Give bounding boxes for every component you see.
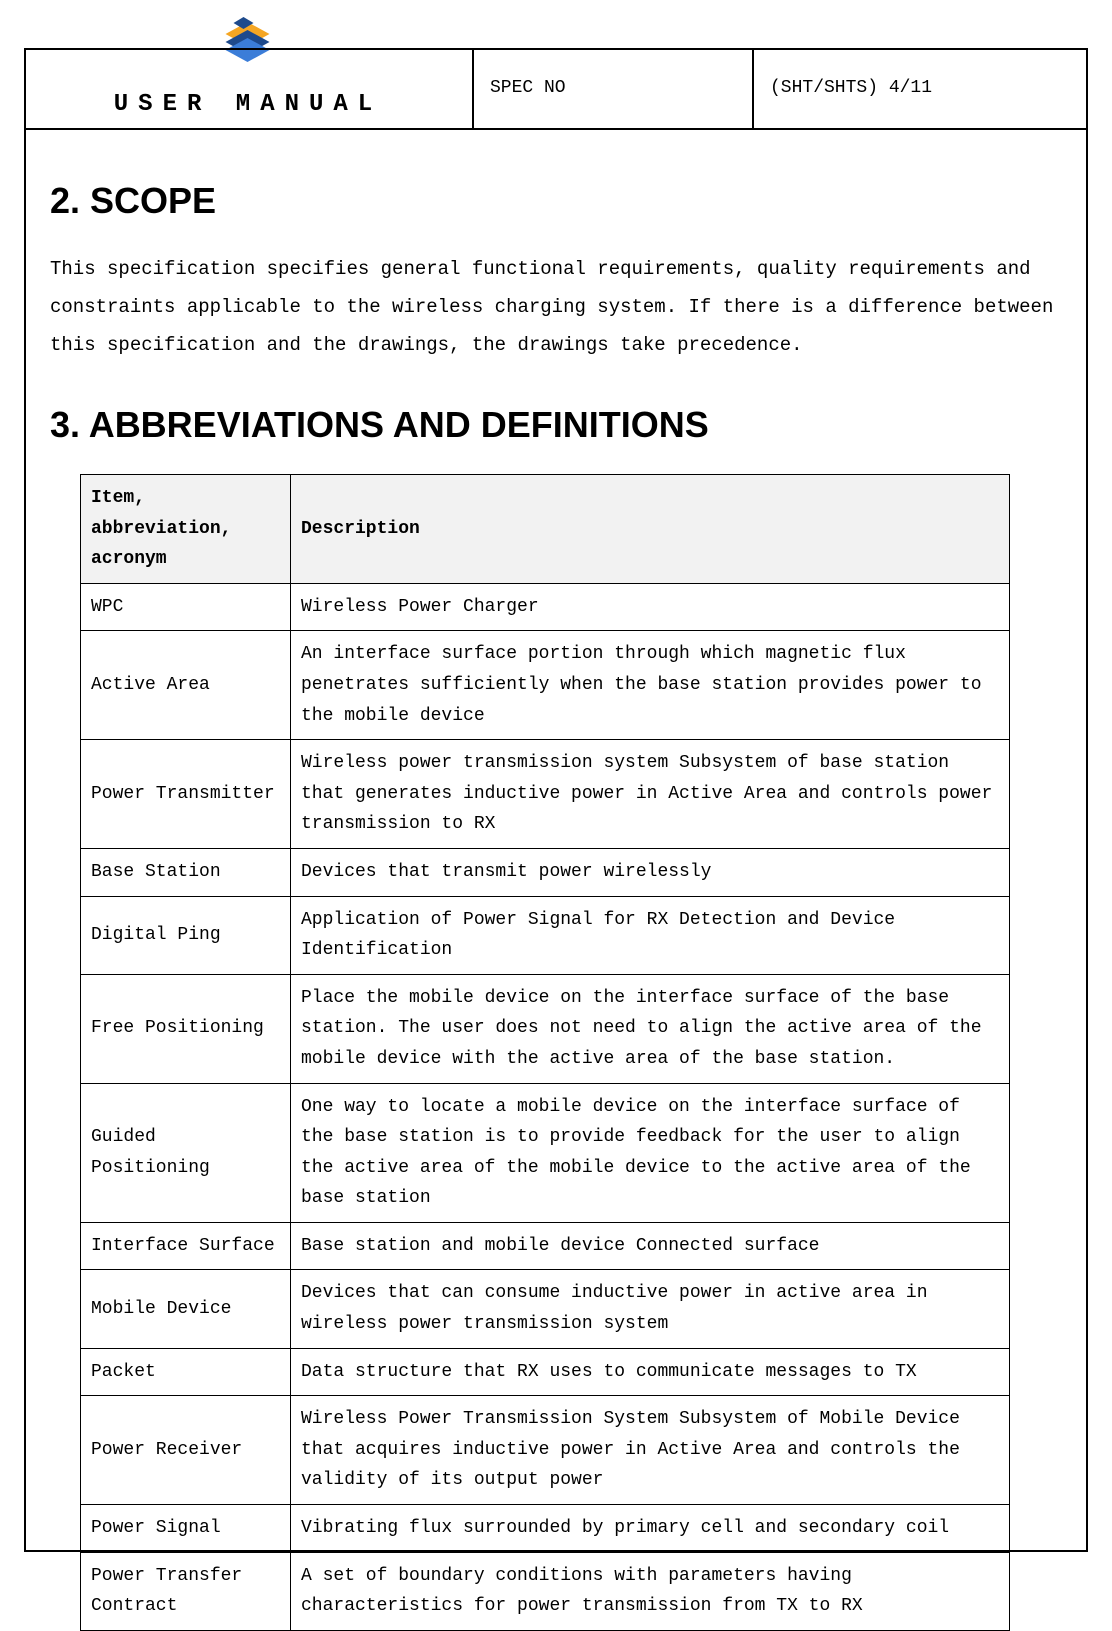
table-cell-item: Power Receiver	[81, 1396, 291, 1505]
table-cell-item: Mobile Device	[81, 1270, 291, 1348]
table-cell-desc: An interface surface portion through whi…	[291, 631, 1010, 740]
table-cell-item: WPC	[81, 583, 291, 631]
table-cell-desc: One way to locate a mobile device on the…	[291, 1083, 1010, 1222]
table-row: WPCWireless Power Charger	[81, 583, 1010, 631]
table-cell-item: Power Transfer Contract	[81, 1552, 291, 1630]
table-cell-item: Packet	[81, 1348, 291, 1396]
table-row: Free PositioningPlace the mobile device …	[81, 974, 1010, 1083]
table-row: Base StationDevices that transmit power …	[81, 848, 1010, 896]
table-cell-item: Guided Positioning	[81, 1083, 291, 1222]
table-col-description: Description	[291, 475, 1010, 584]
table-cell-item: Interface Surface	[81, 1222, 291, 1270]
table-row: Active AreaAn interface surface portion …	[81, 631, 1010, 740]
table-row: Power SignalVibrating flux surrounded by…	[81, 1505, 1010, 1553]
abbreviations-table: Item, abbreviation, acronym Description …	[80, 474, 1010, 1631]
table-row: Guided PositioningOne way to locate a mo…	[81, 1083, 1010, 1222]
table-cell-desc: Vibrating flux surrounded by primary cel…	[291, 1505, 1010, 1553]
table-cell-desc: Wireless Power Transmission System Subsy…	[291, 1396, 1010, 1505]
table-cell-item: Base Station	[81, 848, 291, 896]
page-content: 2. SCOPE This specification specifies ge…	[50, 160, 1062, 1631]
table-header-row: Item, abbreviation, acronym Description	[81, 475, 1010, 584]
table-row: Mobile DeviceDevices that can consume in…	[81, 1270, 1010, 1348]
abbrev-heading: 3. ABBREVIATIONS AND DEFINITIONS	[50, 404, 1062, 446]
table-cell-item: Power Transmitter	[81, 740, 291, 849]
table-cell-desc: Wireless Power Charger	[291, 583, 1010, 631]
table-cell-desc: Wireless power transmission system Subsy…	[291, 740, 1010, 849]
table-cell-desc: Place the mobile device on the interface…	[291, 974, 1010, 1083]
table-row: Power TransmitterWireless power transmis…	[81, 740, 1010, 849]
table-row: Power Transfer ContractA set of boundary…	[81, 1552, 1010, 1630]
table-cell-desc: Data structure that RX uses to communica…	[291, 1348, 1010, 1396]
table-row: Digital PingApplication of Power Signal …	[81, 896, 1010, 974]
table-row: PacketData structure that RX uses to com…	[81, 1348, 1010, 1396]
table-cell-desc: Application of Power Signal for RX Detec…	[291, 896, 1010, 974]
table-cell-desc: Base station and mobile device Connected…	[291, 1222, 1010, 1270]
scope-heading: 2. SCOPE	[50, 180, 1062, 222]
table-cell-item: Digital Ping	[81, 896, 291, 974]
table-cell-desc: Devices that transmit power wirelessly	[291, 848, 1010, 896]
table-cell-item: Power Signal	[81, 1505, 291, 1553]
scope-body: This specification specifies general fun…	[50, 250, 1062, 364]
table-cell-desc: Devices that can consume inductive power…	[291, 1270, 1010, 1348]
table-col-item: Item, abbreviation, acronym	[81, 475, 291, 584]
table-cell-item: Active Area	[81, 631, 291, 740]
table-row: Interface SurfaceBase station and mobile…	[81, 1222, 1010, 1270]
table-cell-item: Free Positioning	[81, 974, 291, 1083]
table-row: Power ReceiverWireless Power Transmissio…	[81, 1396, 1010, 1505]
table-cell-desc: A set of boundary conditions with parame…	[291, 1552, 1010, 1630]
